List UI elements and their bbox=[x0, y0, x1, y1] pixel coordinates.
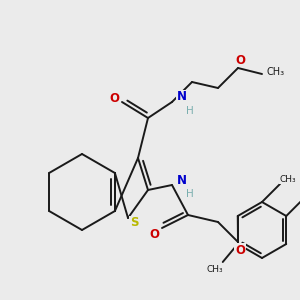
Text: O: O bbox=[149, 227, 159, 241]
Text: S: S bbox=[130, 217, 138, 230]
Text: H: H bbox=[186, 106, 194, 116]
Text: CH₃: CH₃ bbox=[206, 266, 223, 274]
Text: H: H bbox=[186, 189, 194, 199]
Text: N: N bbox=[177, 91, 187, 103]
Text: O: O bbox=[235, 53, 245, 67]
Text: CH₃: CH₃ bbox=[267, 67, 285, 77]
Text: N: N bbox=[177, 173, 187, 187]
Text: O: O bbox=[109, 92, 119, 104]
Text: O: O bbox=[235, 244, 245, 256]
Text: CH₃: CH₃ bbox=[280, 175, 296, 184]
